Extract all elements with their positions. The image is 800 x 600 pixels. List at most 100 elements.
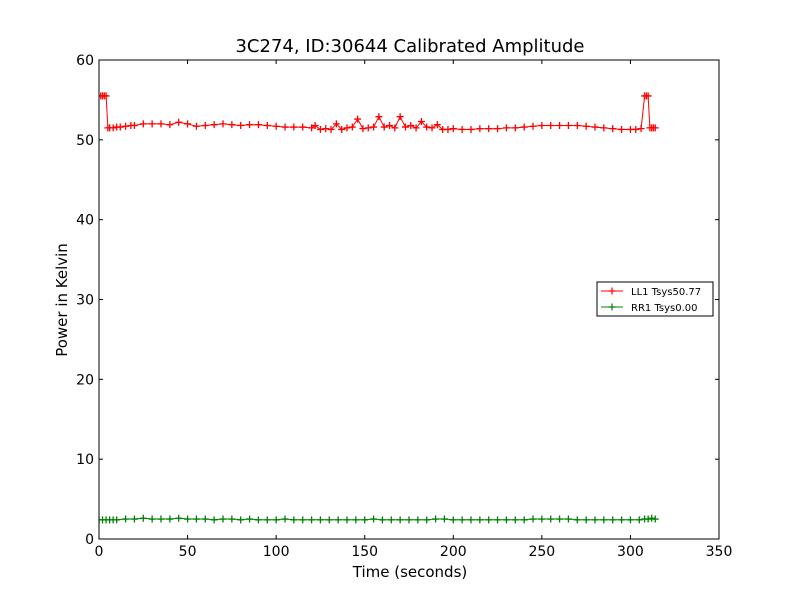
data-point <box>547 121 555 129</box>
x-tick-label: 150 <box>351 544 378 560</box>
plot-area <box>99 92 659 524</box>
data-point <box>201 121 209 129</box>
data-point <box>433 121 441 129</box>
data-point <box>263 516 271 524</box>
legend-label-1: LL1 Tsys50.77 <box>631 287 701 298</box>
data-point <box>139 120 147 128</box>
data-point <box>502 516 510 524</box>
data-point <box>237 516 245 524</box>
data-point <box>556 515 564 523</box>
data-point <box>547 515 555 523</box>
y-tick-label: 50 <box>76 133 94 149</box>
data-point <box>175 514 183 522</box>
data-point <box>343 516 351 524</box>
data-point <box>458 125 466 133</box>
data-point <box>281 515 289 523</box>
data-point <box>423 123 431 131</box>
data-point <box>635 516 643 524</box>
x-tick-label: 50 <box>179 544 197 560</box>
data-point <box>308 516 316 524</box>
data-point <box>157 515 165 523</box>
data-point <box>378 516 386 524</box>
data-point <box>246 121 254 129</box>
data-point <box>405 516 413 524</box>
data-point <box>237 121 245 129</box>
x-tick-label: 100 <box>263 544 290 560</box>
data-point <box>299 516 307 524</box>
data-point <box>361 516 369 524</box>
legend-marker-2 <box>608 303 616 311</box>
legend-label-2: RR1 Tsys0.00 <box>631 303 698 314</box>
data-point <box>316 516 324 524</box>
data-point <box>444 125 452 133</box>
data-point <box>148 515 156 523</box>
x-tick-label: 250 <box>528 544 555 560</box>
data-point <box>254 121 262 129</box>
series-markers-1 <box>99 92 659 133</box>
y-tick-label: 10 <box>76 452 94 468</box>
data-point <box>485 125 493 133</box>
data-point <box>364 124 372 132</box>
data-point <box>299 123 307 131</box>
data-point <box>308 124 316 132</box>
data-point <box>407 121 415 129</box>
data-point <box>327 125 335 133</box>
data-point <box>166 515 174 523</box>
x-axis-label: Time (seconds) <box>352 563 468 581</box>
x-tick-label: 200 <box>440 544 467 560</box>
data-point <box>254 516 262 524</box>
data-point <box>423 516 431 524</box>
data-point <box>184 120 192 128</box>
chart-title: 3C274, ID:30644 Calibrated Amplitude <box>235 36 584 57</box>
y-tick-label: 60 <box>76 53 94 69</box>
y-tick-label: 20 <box>76 372 94 388</box>
data-point <box>632 125 640 133</box>
legend-marker-1 <box>608 287 616 295</box>
x-tick-label: 300 <box>617 544 644 560</box>
data-point <box>502 124 510 132</box>
data-point <box>352 516 360 524</box>
data-point <box>219 515 227 523</box>
data-point <box>391 124 399 132</box>
data-point <box>412 124 420 132</box>
data-point <box>511 124 519 132</box>
x-tick-label: 350 <box>706 544 733 560</box>
data-point <box>139 514 147 522</box>
data-point <box>458 516 466 524</box>
data-point <box>644 515 652 523</box>
data-point <box>343 124 351 132</box>
data-point <box>338 125 346 133</box>
data-point <box>564 515 572 523</box>
data-point <box>529 515 537 523</box>
data-point <box>175 118 183 126</box>
data-point <box>201 515 209 523</box>
data-point <box>600 124 608 132</box>
data-point <box>290 516 298 524</box>
y-tick-label: 0 <box>85 532 94 548</box>
data-point <box>219 120 227 128</box>
data-point <box>130 515 138 523</box>
data-point <box>564 121 572 129</box>
data-point <box>449 125 457 133</box>
data-point <box>520 516 528 524</box>
data-point <box>332 120 340 128</box>
data-point <box>467 125 475 133</box>
data-point <box>485 516 493 524</box>
legend: LL1 Tsys50.77 RR1 Tsys0.00 <box>596 281 714 317</box>
data-point <box>573 121 581 129</box>
data-point <box>396 516 404 524</box>
data-point <box>354 115 362 123</box>
data-point <box>109 124 117 132</box>
data-point <box>184 515 192 523</box>
data-point <box>626 516 634 524</box>
data-point <box>432 515 440 523</box>
data-point <box>440 515 448 523</box>
data-point <box>651 124 659 132</box>
data-point <box>157 120 165 128</box>
data-point <box>359 125 367 133</box>
data-point <box>476 516 484 524</box>
series-markers-2 <box>99 514 659 524</box>
data-point <box>609 125 617 133</box>
data-point <box>281 123 289 131</box>
